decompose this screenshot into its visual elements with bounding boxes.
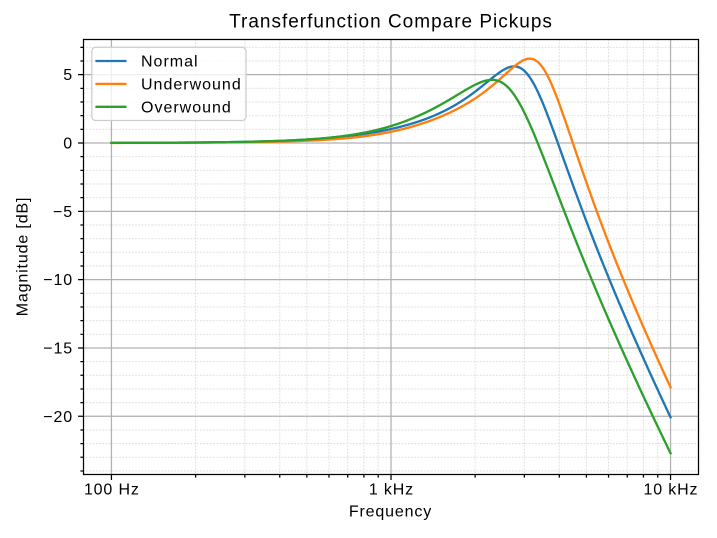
svg-text:Frequency: Frequency [349,504,432,521]
svg-text:100 Hz: 100 Hz [84,482,140,499]
svg-text:−20: −20 [43,409,73,426]
svg-text:5: 5 [63,67,73,84]
svg-text:Normal: Normal [141,54,199,71]
svg-text:−15: −15 [43,340,73,357]
svg-text:−10: −10 [43,272,73,289]
svg-text:Magnitude [dB]: Magnitude [dB] [15,197,32,317]
svg-text:10 kHz: 10 kHz [643,482,698,499]
svg-text:Underwound: Underwound [141,76,242,93]
svg-text:−5: −5 [53,204,73,221]
svg-text:Transferfunction Compare Picku: Transferfunction Compare Pickups [229,12,553,33]
svg-text:1 kHz: 1 kHz [369,482,414,499]
svg-text:Overwound: Overwound [141,99,232,116]
svg-text:0: 0 [63,136,73,153]
